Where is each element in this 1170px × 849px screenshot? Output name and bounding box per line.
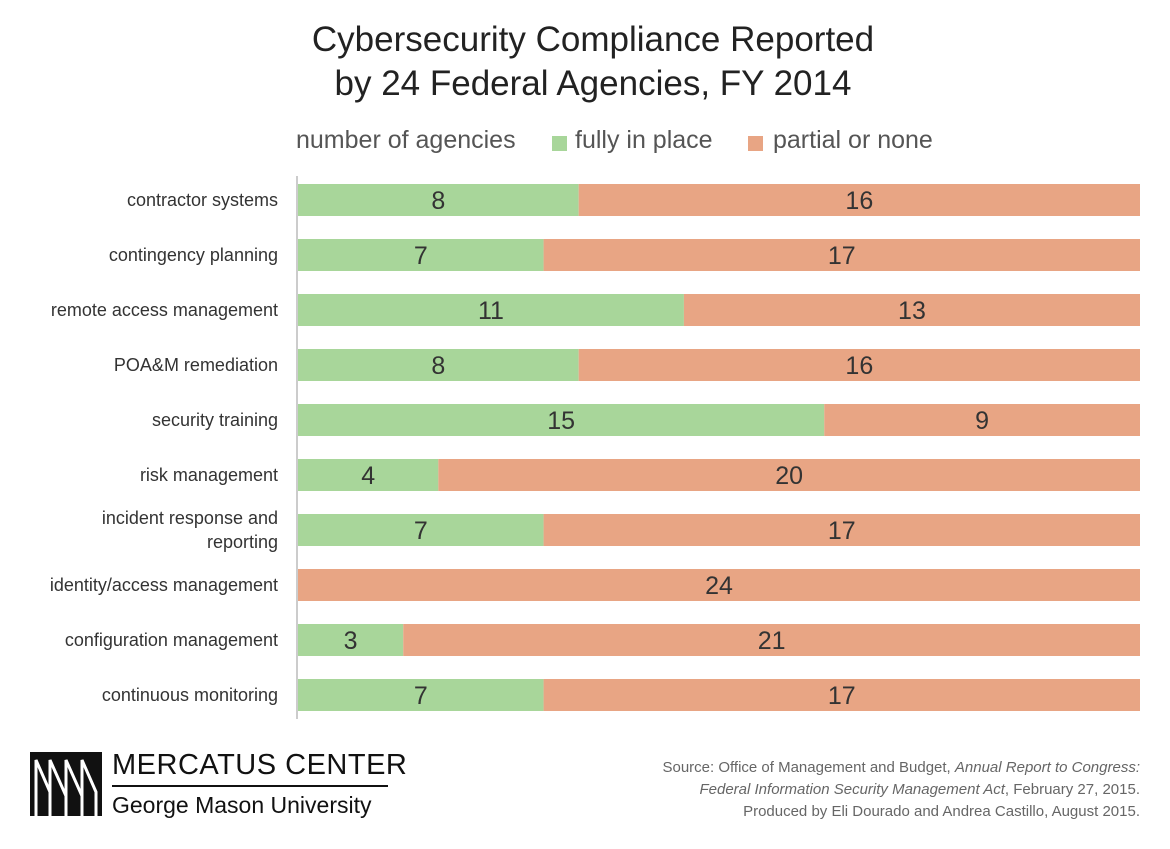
bar-segment-partial bbox=[543, 239, 1140, 271]
logo-divider bbox=[112, 785, 388, 787]
bar-value-label: 24 bbox=[705, 572, 733, 600]
bar-segment-fully bbox=[298, 514, 544, 546]
bar-value-label: 17 bbox=[828, 682, 856, 710]
bar-segment-fully bbox=[298, 239, 544, 271]
bar-segment-partial bbox=[578, 184, 1140, 216]
bar-value-label: 16 bbox=[845, 187, 873, 215]
bar-value-label: 17 bbox=[828, 517, 856, 545]
logo-line1: MERCATUS CENTER bbox=[112, 749, 408, 781]
bar-value-label: 8 bbox=[431, 352, 445, 380]
bar-segment-partial bbox=[298, 569, 1140, 601]
legend-label-fully: fully in place bbox=[575, 126, 713, 154]
category-label: POA&M remediation bbox=[114, 355, 278, 375]
category-label: security training bbox=[152, 410, 278, 430]
source-title-a: Annual Report to Congress: bbox=[954, 759, 1140, 776]
source-suffix: , February 27, 2015. bbox=[1004, 781, 1140, 798]
chart-title-line2: by 24 Federal Agencies, FY 2014 bbox=[334, 64, 852, 103]
category-label: risk management bbox=[140, 465, 278, 485]
bar-value-label: 3 bbox=[344, 627, 358, 655]
bar-segment-fully bbox=[298, 404, 825, 436]
bar-value-label: 16 bbox=[845, 352, 873, 380]
bar-segment-partial bbox=[683, 294, 1140, 326]
legend-axis-label: number of agencies bbox=[296, 126, 516, 154]
category-label: incident response and reporting bbox=[102, 508, 278, 552]
chart-title: Cybersecurity Compliance Reported by 24 … bbox=[0, 18, 1170, 106]
bar-segment-partial bbox=[438, 459, 1140, 491]
bar-segment-fully bbox=[298, 294, 684, 326]
category-label: contingency planning bbox=[109, 245, 278, 265]
legend-swatch-partial bbox=[748, 136, 763, 151]
logo-line2: George Mason University bbox=[112, 791, 372, 818]
stacked-bar-chart: 8 16 contractor systems 7 17 contingency plan… bbox=[50, 176, 1140, 719]
bar-segment-partial bbox=[824, 404, 1140, 436]
bar-segment-partial bbox=[578, 349, 1140, 381]
legend-swatch-fully bbox=[552, 136, 567, 151]
bar-value-label: 11 bbox=[478, 297, 504, 325]
bar-segment-fully bbox=[298, 349, 579, 381]
category-label: identity/access management bbox=[50, 575, 278, 595]
source-prefix: Source: Office of Management and Budget, bbox=[662, 759, 955, 776]
bar-segment-fully bbox=[298, 184, 579, 216]
bar-segment-partial bbox=[543, 514, 1140, 546]
source-note: Source: Office of Management and Budget,… bbox=[662, 757, 1140, 823]
bar-value-label: 17 bbox=[828, 242, 856, 270]
bar-segment-fully bbox=[298, 679, 544, 711]
mercatus-logo-icon bbox=[30, 752, 102, 816]
bar-segment-fully bbox=[298, 459, 439, 491]
bar-value-label: 9 bbox=[975, 407, 989, 435]
bar-value-label: 15 bbox=[547, 407, 575, 435]
category-label: remote access management bbox=[51, 300, 278, 320]
bar-segment-partial bbox=[543, 679, 1140, 711]
bar-value-label: 7 bbox=[414, 517, 428, 545]
bar-value-label: 21 bbox=[758, 627, 786, 655]
source-credit: Produced by Eli Dourado and Andrea Casti… bbox=[743, 803, 1140, 820]
bar-value-label: 13 bbox=[898, 297, 926, 325]
bar-segment-fully bbox=[298, 624, 404, 656]
bar-value-label: 8 bbox=[431, 187, 445, 215]
category-label: continuous monitoring bbox=[102, 685, 278, 705]
bar-value-label: 7 bbox=[414, 242, 428, 270]
mercatus-wordmark: MERCATUS CENTER George Mason University bbox=[112, 748, 407, 819]
bar-segment-partial bbox=[403, 624, 1140, 656]
bar-value-label: 7 bbox=[414, 682, 428, 710]
bar-value-label: 4 bbox=[361, 462, 375, 490]
bar-value-label: 20 bbox=[775, 462, 803, 490]
category-label: configuration management bbox=[65, 630, 278, 650]
legend-label-partial: partial or none bbox=[773, 126, 933, 154]
chart-title-line1: Cybersecurity Compliance Reported bbox=[311, 20, 875, 59]
source-title-b: Federal Information Security Management … bbox=[699, 781, 1005, 798]
category-label: contractor systems bbox=[127, 190, 278, 210]
